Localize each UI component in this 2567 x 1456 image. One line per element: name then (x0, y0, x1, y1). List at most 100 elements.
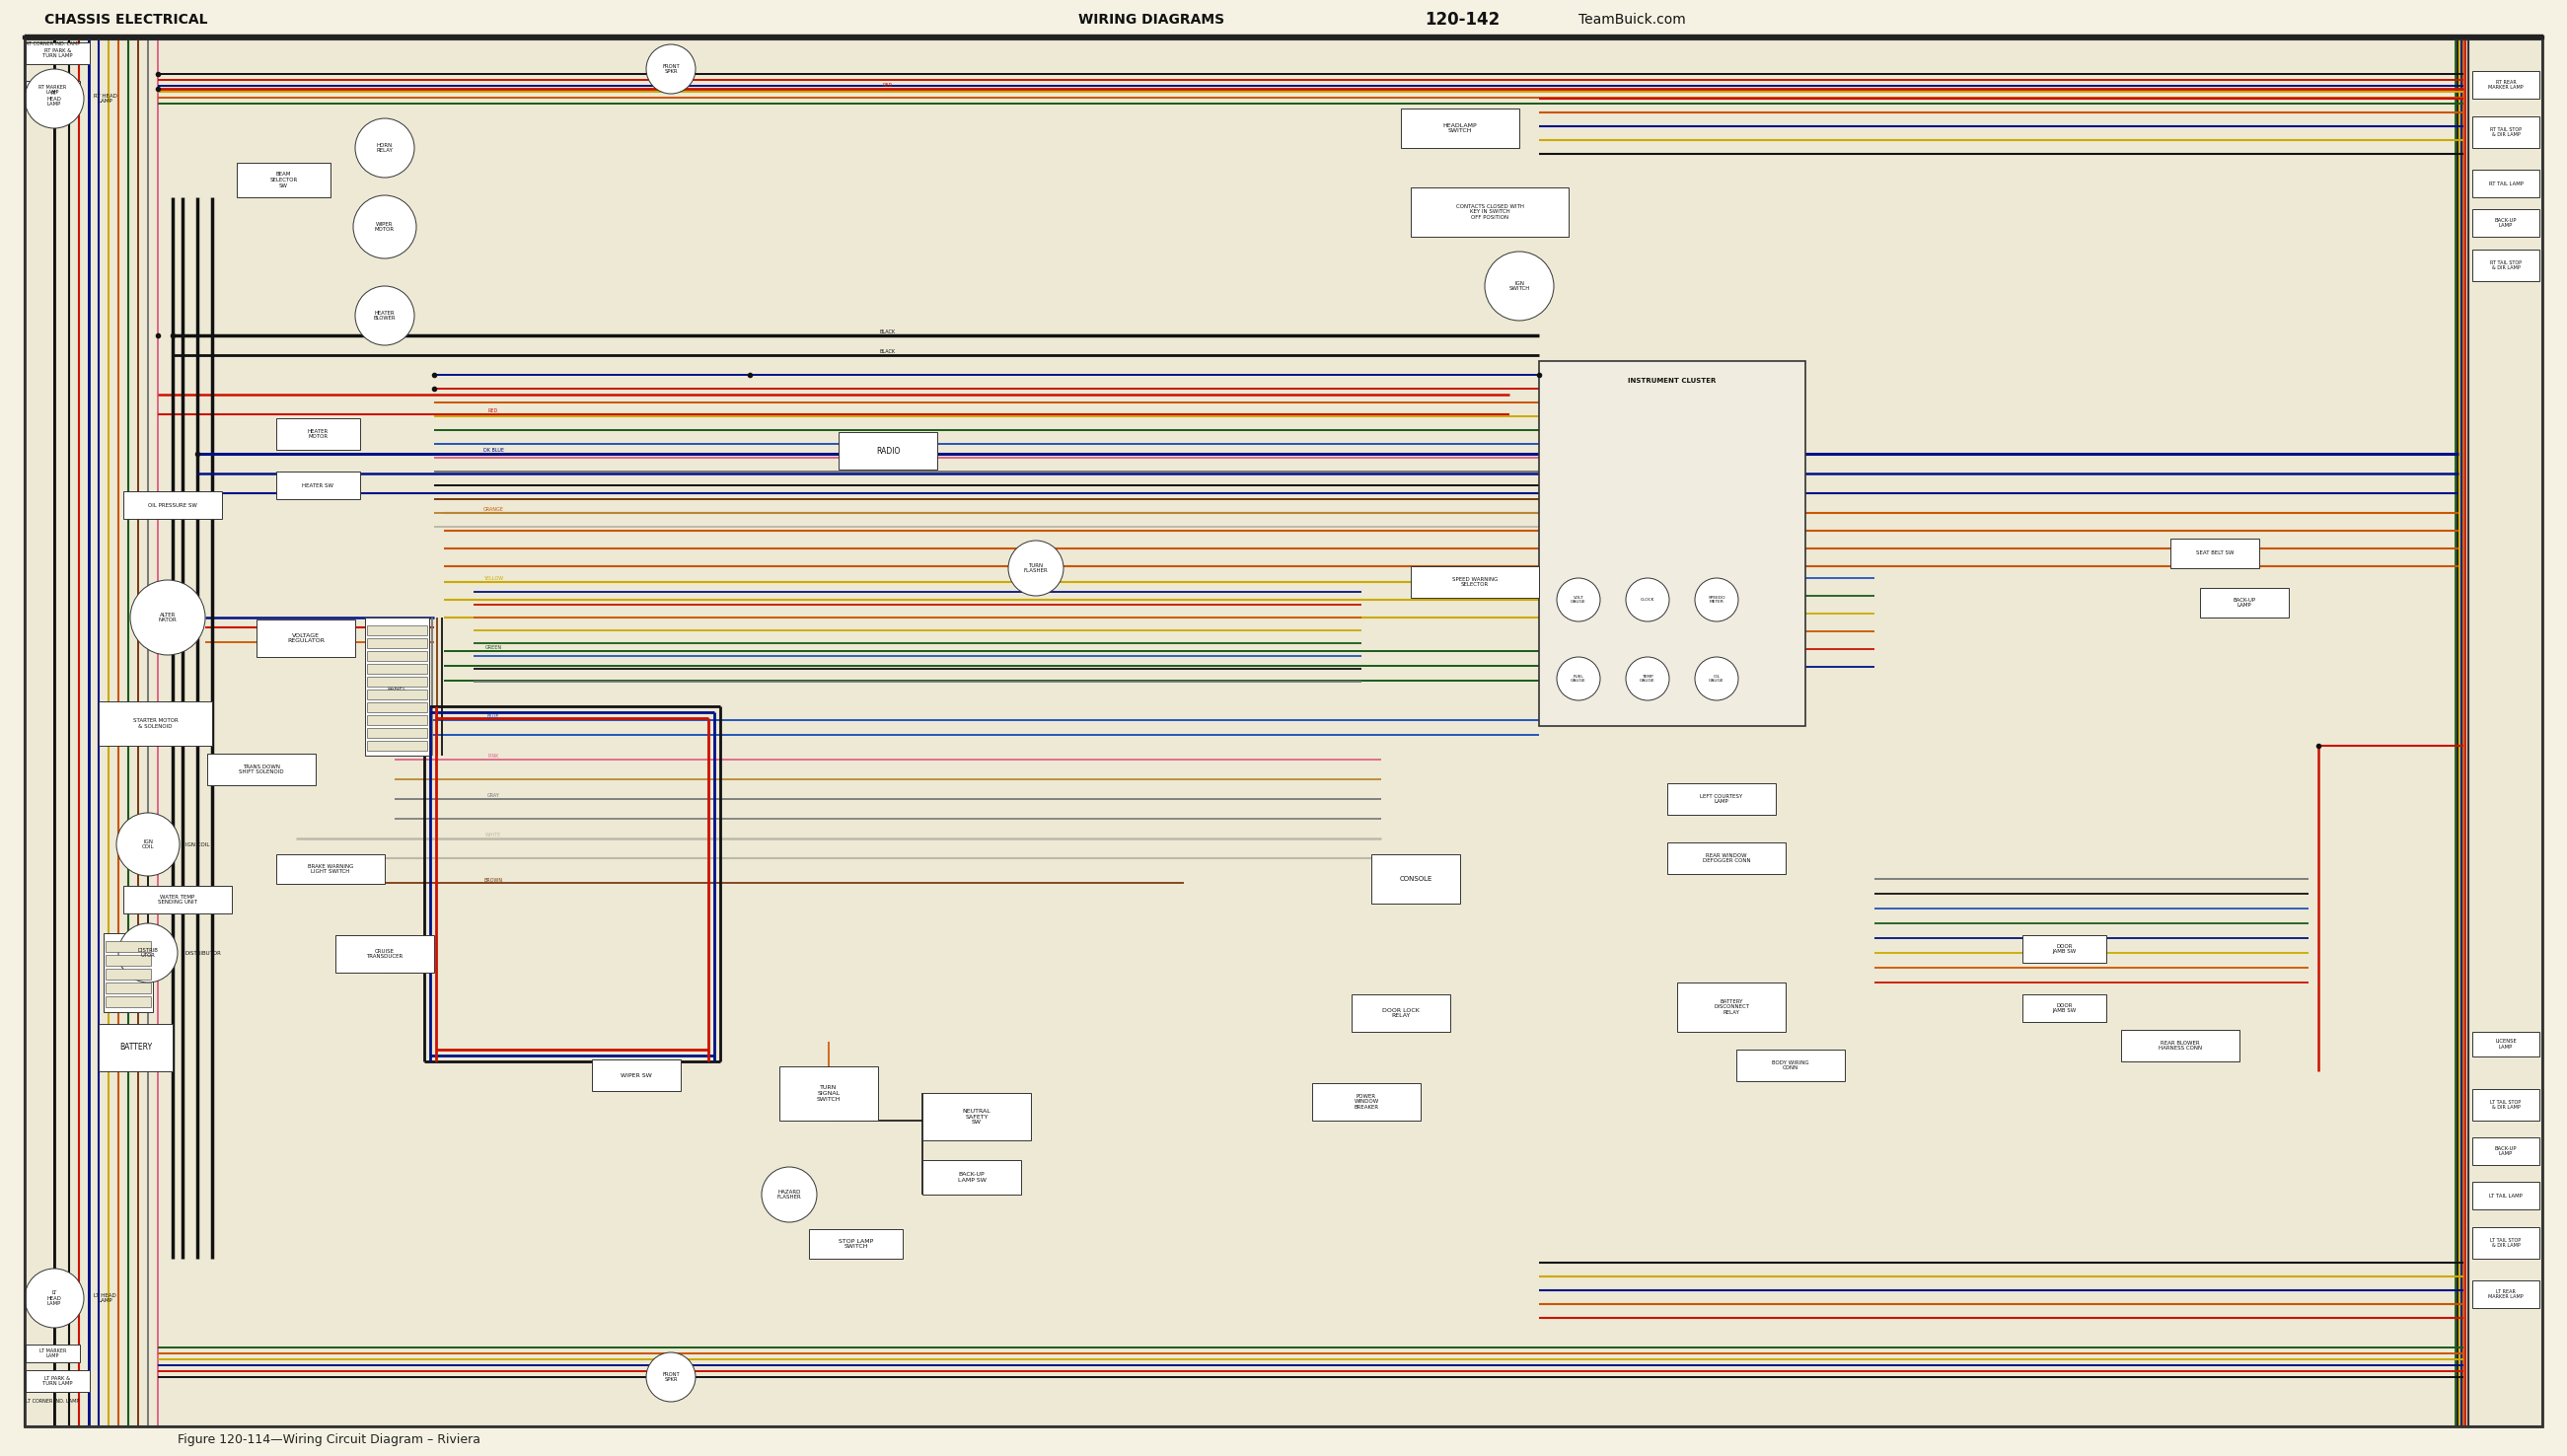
Text: LT REAR
MARKER LAMP: LT REAR MARKER LAMP (2487, 1289, 2523, 1300)
Text: FUEL
GAUGE: FUEL GAUGE (1571, 674, 1586, 683)
Text: RT TAIL STOP
& DIR LAMP: RT TAIL STOP & DIR LAMP (2490, 127, 2521, 137)
Bar (2172, 539, 2259, 568)
Circle shape (118, 923, 177, 983)
Text: BROWN: BROWN (483, 878, 503, 882)
Bar (593, 1060, 680, 1091)
Text: BODY WIRING
CONN: BODY WIRING CONN (1771, 1060, 1810, 1070)
Circle shape (647, 44, 696, 93)
Text: POWER
WINDOW
BREAKER: POWER WINDOW BREAKER (1353, 1093, 1378, 1109)
Bar (780, 1066, 878, 1121)
Text: BACK-UP
LAMP SW: BACK-UP LAMP SW (957, 1172, 986, 1182)
Text: WIPER
MOTOR: WIPER MOTOR (375, 221, 395, 232)
Circle shape (762, 1166, 816, 1222)
Bar (2472, 1227, 2539, 1258)
Bar (367, 715, 426, 725)
Bar (367, 664, 426, 674)
Text: RT CORNER IND. LAMP: RT CORNER IND. LAMP (26, 42, 80, 47)
Bar (336, 935, 434, 973)
Text: STOP LAMP
SWITCH: STOP LAMP SWITCH (839, 1239, 873, 1249)
Circle shape (1625, 657, 1669, 700)
Text: VOLT
GAUGE: VOLT GAUGE (1571, 596, 1586, 604)
Text: BLACK: BLACK (880, 331, 896, 335)
Text: DOOR
JAMB SW: DOOR JAMB SW (2054, 943, 2077, 954)
Text: RT HEAD
LAMP: RT HEAD LAMP (95, 93, 118, 103)
Text: TEMP
GAUGE: TEMP GAUGE (1640, 674, 1656, 683)
Bar (2023, 935, 2108, 962)
Text: LT TAIL STOP
& DIR LAMP: LT TAIL STOP & DIR LAMP (2490, 1099, 2521, 1109)
Text: DK BLUE: DK BLUE (483, 448, 503, 453)
Circle shape (1694, 657, 1738, 700)
Text: INSTRUMENT CLUSTER: INSTRUMENT CLUSTER (1627, 377, 1717, 384)
Text: WIRING DIAGRAMS: WIRING DIAGRAMS (1078, 13, 1224, 26)
Bar (2472, 1182, 2539, 1210)
Text: LT PARK &
TURN LAMP: LT PARK & TURN LAMP (44, 1376, 72, 1386)
Bar (1371, 855, 1461, 904)
Bar (277, 418, 359, 450)
Text: LT TAIL LAMP: LT TAIL LAMP (2490, 1192, 2523, 1198)
Circle shape (354, 195, 416, 259)
Bar (2472, 116, 2539, 149)
Text: FRONT SPEAKER: FRONT SPEAKER (649, 35, 693, 39)
Bar (1412, 188, 1568, 237)
Text: IGN
SWITCH: IGN SWITCH (1509, 281, 1530, 291)
Bar (26, 42, 90, 64)
Bar (2472, 1137, 2539, 1165)
Text: RADIO: RADIO (875, 447, 901, 456)
Text: TURN
FLASHER: TURN FLASHER (1024, 563, 1047, 574)
Text: PINK: PINK (488, 754, 498, 759)
Text: DISTRIBUTOR: DISTRIBUTOR (185, 951, 221, 955)
Bar (1312, 1083, 1420, 1121)
Text: DISTRIB
UTOR: DISTRIB UTOR (139, 948, 159, 958)
Text: GREEN: GREEN (485, 645, 501, 651)
Text: NEUTRAL
SAFETY
SW: NEUTRAL SAFETY SW (963, 1108, 991, 1125)
Bar (1412, 566, 1540, 598)
Text: ORANGE: ORANGE (483, 508, 503, 513)
Text: DOOR LOCK
RELAY: DOOR LOCK RELAY (1381, 1008, 1420, 1018)
Bar (123, 885, 231, 913)
Text: IGN
COIL: IGN COIL (141, 839, 154, 850)
Text: HEATER
BLOWER: HEATER BLOWER (375, 310, 395, 320)
Text: Figure 120-114—Wiring Circuit Diagram – Riviera: Figure 120-114—Wiring Circuit Diagram – … (177, 1434, 480, 1447)
Text: REAR WINDOW
DEFOGGER CONN: REAR WINDOW DEFOGGER CONN (1702, 853, 1751, 863)
Text: HAZARD
FLASHER: HAZARD FLASHER (778, 1190, 801, 1200)
Text: LT CORNER IND. LAMP: LT CORNER IND. LAMP (26, 1399, 80, 1404)
Bar (123, 491, 221, 518)
Text: BACK-UP
LAMP: BACK-UP LAMP (2495, 217, 2516, 229)
Text: TURN
SIGNAL
SWITCH: TURN SIGNAL SWITCH (816, 1085, 842, 1102)
Text: FUSE
PANEL: FUSE PANEL (388, 681, 406, 692)
Text: BACK-UP
LAMP: BACK-UP LAMP (2495, 1146, 2516, 1156)
Text: RT TAIL LAMP: RT TAIL LAMP (2487, 181, 2523, 186)
Text: CRUISE
TRANSDUCER: CRUISE TRANSDUCER (367, 948, 403, 960)
Bar (257, 619, 354, 657)
Text: HEATER
MOTOR: HEATER MOTOR (308, 428, 329, 440)
Text: SEAT BELT SW: SEAT BELT SW (2195, 550, 2233, 556)
Text: RT REAR
MARKER LAMP: RT REAR MARKER LAMP (2487, 80, 2523, 90)
Text: STARTER MOTOR
& SOLENOID: STARTER MOTOR & SOLENOID (133, 718, 177, 729)
Bar (2472, 1089, 2539, 1121)
Circle shape (1556, 578, 1599, 622)
Bar (98, 702, 213, 745)
Text: OIL PRESSURE SW: OIL PRESSURE SW (149, 502, 198, 508)
Text: REAR BLOWER
HARNESS CONN: REAR BLOWER HARNESS CONN (2159, 1040, 2202, 1051)
Bar (1669, 843, 1787, 874)
Text: HEADLAMP
SWITCH: HEADLAMP SWITCH (1443, 122, 1476, 134)
Bar (2472, 71, 2539, 99)
Text: FRONT
SPKR: FRONT SPKR (662, 64, 680, 74)
Text: RT MARKER
LAMP: RT MARKER LAMP (39, 84, 67, 95)
Text: BLUE: BLUE (488, 715, 501, 719)
Bar (105, 941, 151, 952)
Bar (1353, 994, 1450, 1032)
Text: BLACK: BLACK (880, 349, 896, 355)
Text: HEATER SW: HEATER SW (303, 483, 334, 488)
Circle shape (26, 68, 85, 128)
Text: BEAM
SELECTOR
SW: BEAM SELECTOR SW (270, 172, 298, 188)
Text: CLOCK: CLOCK (1640, 598, 1656, 601)
Bar (1669, 783, 1776, 815)
Circle shape (1484, 252, 1553, 320)
Bar (26, 1344, 80, 1363)
Bar (367, 728, 426, 738)
Text: WHITE: WHITE (485, 833, 501, 839)
Bar (839, 432, 937, 469)
Circle shape (131, 579, 205, 655)
Text: TeamBuick.com: TeamBuick.com (1579, 13, 1687, 26)
